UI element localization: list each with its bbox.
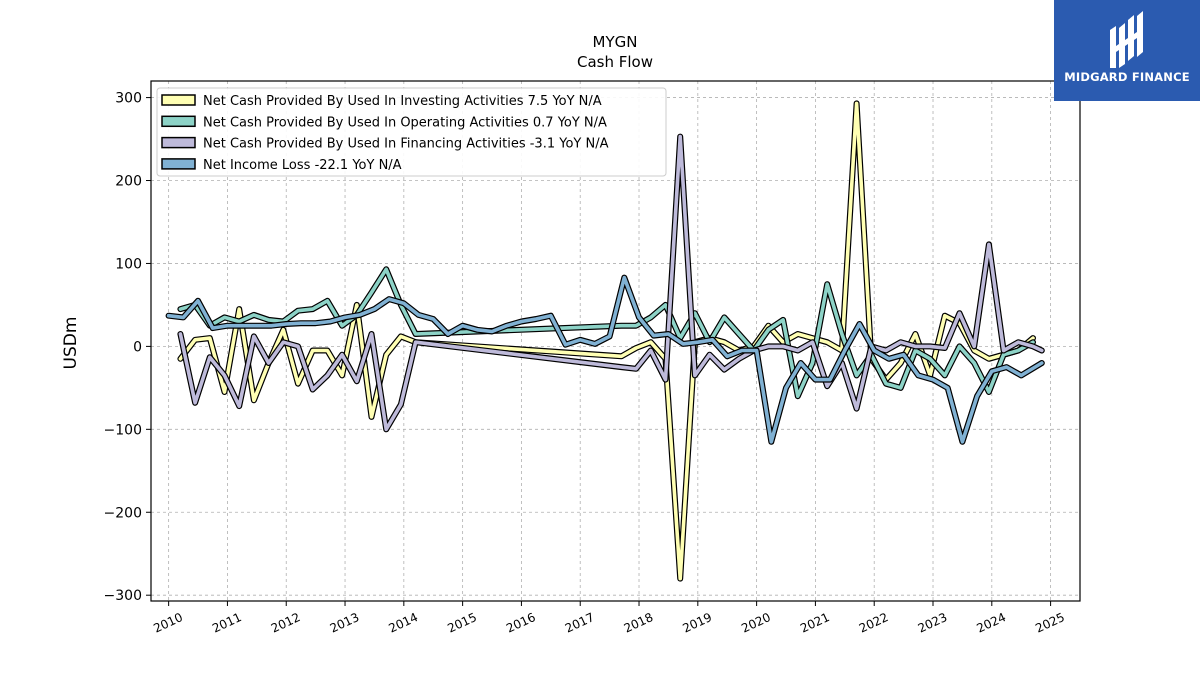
x-tick-label: 2010: [151, 610, 185, 636]
x-tick-label: 2011: [210, 610, 244, 636]
legend-swatch-1: [161, 94, 196, 106]
plot-frame: [150, 80, 1081, 602]
x-tick-label: 2024: [974, 610, 1008, 636]
series-lines: [165, 100, 1045, 582]
x-tick-label: 2013: [328, 610, 362, 636]
x-tick-label: 2012: [269, 610, 303, 636]
x-tick-label: 2025: [1033, 610, 1067, 636]
y-tick-label: 300: [115, 91, 142, 107]
x-tick-label: 2014: [386, 610, 420, 636]
x-tick-label: 2018: [622, 610, 656, 636]
x-tick-label: 2020: [739, 610, 773, 636]
legend-label-4: Net Income Loss -22.1 YoY N/A: [203, 158, 402, 173]
legend-swatch-2: [161, 115, 196, 128]
y-tick-label: −100: [104, 422, 142, 438]
x-axis-ticks: 2010 2011 2012 2013 2014 2015 2016 2017 2018 2019…: [151, 601, 1067, 636]
chart-subtitle: Cash Flow: [577, 53, 653, 71]
x-tick-label: 2021: [798, 610, 832, 636]
y-tick-label: −300: [104, 588, 142, 604]
legend-label-2: Net Cash Provided By Used In Operating A…: [203, 115, 607, 130]
y-tick-label: 200: [115, 174, 142, 190]
series-line-3: [178, 134, 1044, 432]
legend: Net Cash Provided By Used In Investing A…: [156, 87, 667, 177]
legend-swatch-4: [161, 158, 196, 170]
x-tick-label: 2023: [916, 610, 950, 636]
x-tick-label: 2017: [563, 610, 597, 636]
y-axis-ticks: −300 −200 −100 0 100 200 300: [104, 91, 151, 604]
legend-label-3: Net Cash Provided By Used In Financing A…: [203, 137, 609, 152]
y-tick-label: −200: [104, 505, 142, 521]
legend-label-1: Net Cash Provided By Used In Investing A…: [203, 94, 602, 109]
brand-logo: MIDGARD FINANCE: [1054, 0, 1200, 101]
midgard-logo-icon: [1110, 11, 1143, 68]
y-axis-label: USDm: [61, 317, 81, 370]
legend-swatch-3: [161, 136, 196, 149]
legend-box: [156, 87, 667, 177]
chart-title: MYGN: [593, 33, 638, 51]
y-tick-label: 0: [133, 339, 142, 355]
series-line-4: [166, 275, 1044, 444]
x-tick-label: 2016: [504, 610, 538, 636]
y-tick-label: 100: [115, 256, 142, 272]
series-line-2: [178, 267, 1035, 398]
x-tick-label: 2015: [445, 610, 479, 636]
x-tick-label: 2019: [680, 610, 714, 636]
x-tick-label: 2022: [857, 610, 891, 636]
brand-name: MIDGARD FINANCE: [1064, 70, 1190, 84]
